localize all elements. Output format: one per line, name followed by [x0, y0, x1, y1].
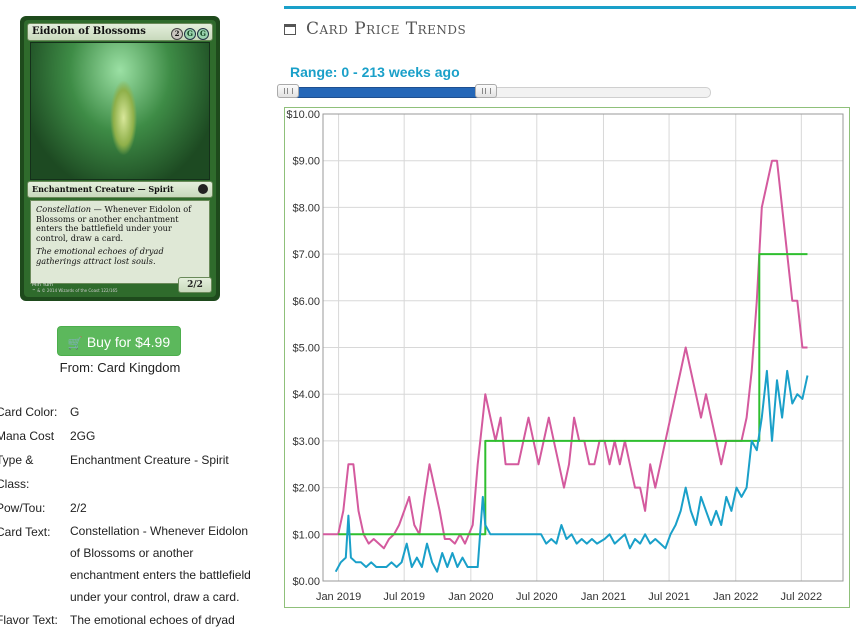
x-tick-label: Jul 2022: [781, 591, 823, 603]
detail-value: Enchantment Creature - Spirit: [70, 453, 229, 467]
card-rules: Constellation — Whenever Eidolon of Blos…: [36, 204, 204, 243]
range-slider-handle-end[interactable]: [475, 84, 497, 98]
detail-key: Type & Class:: [0, 453, 34, 491]
y-tick-label: $3.00: [292, 436, 320, 448]
y-tick-label: $7.00: [292, 249, 320, 261]
detail-value: The emotional echoes of dryad: [70, 613, 235, 627]
detail-key: Card Color:: [0, 405, 58, 419]
x-tick-label: Jan 2022: [713, 591, 758, 603]
detail-value: 2GG: [70, 429, 96, 443]
section-title: Card Price Trends: [284, 17, 466, 41]
x-tick-label: Jul 2019: [383, 591, 425, 603]
mana-generic-icon: 2: [171, 28, 183, 40]
detail-key: Flavor Text:: [0, 613, 58, 627]
detail-row: Type & Class: Enchantment Creature - Spi…: [0, 448, 256, 496]
mana-green-icon: G: [184, 28, 196, 40]
vendor-name: Card Kingdom: [97, 360, 181, 375]
detail-key: Card Text:: [0, 525, 51, 539]
x-tick-label: Jan 2021: [581, 591, 626, 603]
section-top-rule: [284, 6, 856, 9]
detail-key: Pow/Tou:: [0, 501, 46, 515]
card-rules-text: — Whenever Eidolon of Blossoms or anothe…: [36, 204, 192, 243]
y-tick-label: $5.00: [292, 343, 320, 355]
price-series-line-2: [334, 369, 809, 573]
detail-key: Mana Cost: [0, 429, 55, 443]
set-symbol-icon: [198, 184, 208, 194]
card-rules-keyword: Constellation: [36, 204, 92, 214]
card-copyright: ™ & © 2014 Wizards of the Coast 122/165: [32, 288, 118, 293]
price-series-line-0: [323, 159, 808, 550]
y-tick-label: $4.00: [292, 389, 320, 401]
price-chart-svg: $0.00 $1.00 $2.00 $3.00 $4.00 $5.00 $6.00 $7.00…: [286, 109, 844, 603]
card-artwork: [30, 42, 210, 180]
vendor-line: From: Card Kingdom: [20, 360, 220, 375]
card-type-bar: Enchantment Creature — Spirit: [27, 181, 213, 198]
card-name: Eidolon of Blossoms: [32, 26, 146, 37]
detail-row: Mana Cost 2GG: [0, 424, 256, 448]
detail-value: 2/2: [70, 501, 87, 515]
range-slider-handle-start[interactable]: [277, 84, 299, 98]
y-tick-label: $6.00: [292, 296, 320, 308]
card-details: Card Color: G Mana Cost 2GG Type & Class…: [0, 400, 256, 632]
calendar-icon: [284, 24, 296, 35]
y-tick-label: $10.00: [286, 109, 320, 121]
detail-value: G: [70, 405, 80, 419]
price-series-line-1: [338, 253, 808, 536]
vendor-prefix: From:: [59, 360, 98, 375]
y-tick-label: $8.00: [292, 202, 320, 214]
card-artist: Min Yum: [32, 282, 53, 288]
plot-frame: [322, 113, 844, 582]
buy-button-label: Buy for $4.99: [86, 334, 171, 350]
price-chart: $0.00 $1.00 $2.00 $3.00 $4.00 $5.00 $6.00 $7.00…: [284, 107, 850, 608]
y-tick-label: $1.00: [292, 529, 320, 541]
detail-row: Card Color: G: [0, 400, 256, 424]
shopping-cart-icon: 🛒: [67, 336, 83, 350]
card-power-toughness: 2/2: [178, 277, 212, 293]
section-title-text: Card Price Trends: [306, 19, 467, 39]
mana-green-icon: G: [197, 28, 209, 40]
x-tick-label: Jan 2019: [316, 591, 361, 603]
y-tick-label: $2.00: [292, 483, 320, 495]
detail-row: Flavor Text: The emotional echoes of dry…: [0, 608, 256, 632]
card-text-box: Constellation — Whenever Eidolon of Blos…: [30, 200, 210, 284]
range-label: Range: 0 - 213 weeks ago: [290, 64, 460, 80]
detail-row: Card Text: Constellation - Whenever Eido…: [0, 520, 256, 608]
detail-row: Pow/Tou: 2/2: [0, 496, 256, 520]
x-tick-label: Jul 2020: [516, 591, 558, 603]
range-slider-selection[interactable]: [288, 87, 490, 98]
card-type-line: Enchantment Creature — Spirit: [32, 184, 174, 194]
x-tick-label: Jul 2021: [648, 591, 690, 603]
card-flavor-text: The emotional echoes of dryad gatherings…: [36, 246, 164, 266]
detail-value: Constellation - Whenever Eidolon of Blos…: [70, 524, 251, 604]
y-tick-label: $9.00: [292, 156, 320, 168]
y-tick-label: $0.00: [292, 576, 320, 588]
buy-button[interactable]: 🛒 Buy for $4.99: [57, 326, 181, 356]
x-tick-label: Jan 2020: [448, 591, 493, 603]
